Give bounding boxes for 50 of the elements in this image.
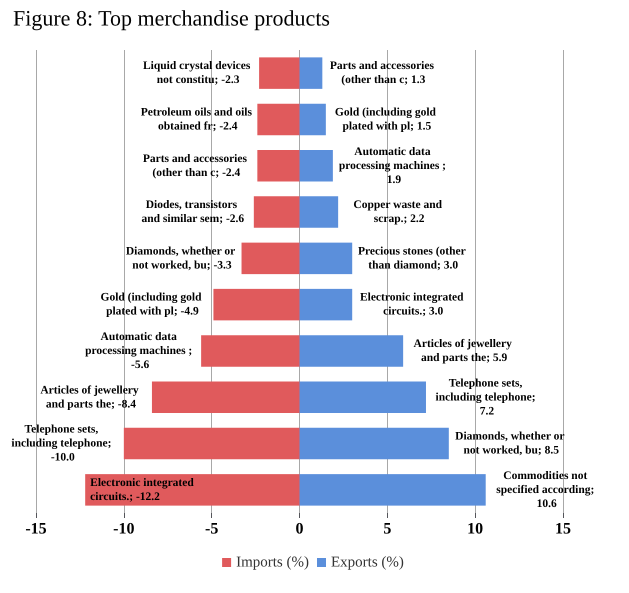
- x-tick-label: 10: [467, 520, 484, 538]
- bar: [300, 57, 322, 89]
- data-label: Gold (including gold plated with pl; -4.9: [100, 292, 204, 318]
- chart-title: Figure 8: Top merchandise products: [13, 6, 330, 30]
- data-label: Electronic integrated circuits.; 3.0: [360, 292, 466, 318]
- x-tick-label: -10: [113, 520, 134, 538]
- bar: [300, 428, 449, 460]
- bar: [300, 242, 352, 274]
- data-label: Commodities not specified according; 10.6: [496, 470, 598, 510]
- data-label: Automatic data processing machines ; 1.9: [338, 146, 449, 186]
- data-label: Gold (including gold plated with pl; 1.5: [334, 106, 439, 132]
- bar: [300, 150, 333, 182]
- x-tick-label: 0: [296, 520, 304, 538]
- bar: [300, 288, 352, 320]
- data-label: Automatic data processing machines ; -5.6: [85, 330, 196, 371]
- bar: [300, 196, 338, 228]
- x-tick-label: -5: [205, 520, 218, 538]
- data-label: Diamonds, whether or not worked, bu; -3.3: [126, 245, 236, 272]
- data-label: Diamonds, whether or not worked, bu; 8.5: [455, 430, 564, 457]
- data-label: Electronic integrated circuits.; -12.2: [90, 476, 197, 503]
- data-label: Precious stones (other than diamond; 3.0: [358, 245, 468, 272]
- data-label: Articles of jewellery and parts the; -8.4: [40, 384, 142, 410]
- bar: [257, 150, 300, 182]
- bar: [213, 288, 300, 320]
- data-label: Parts and accessories (other than c; -2.4: [142, 152, 250, 179]
- data-label: Telephone sets, including telephone; 7.2: [436, 377, 538, 418]
- bar: [300, 335, 404, 367]
- bar: [300, 382, 426, 413]
- data-label: Liquid crystal devices not constitu; -2.3: [142, 60, 254, 86]
- data-label: Copper waste and scrap.; 2.2: [353, 199, 445, 226]
- legend-label: Exports (%): [331, 554, 404, 570]
- data-label: Diodes, transistors and similar sem; -2.6: [142, 199, 244, 226]
- bar: [201, 335, 300, 367]
- bar: [152, 382, 300, 413]
- legend-label: Imports (%): [236, 554, 310, 570]
- x-tick-label: 5: [383, 520, 392, 538]
- data-label: Petroleum oils and oils obtained fr; -2.4: [140, 106, 252, 132]
- bar: [85, 474, 300, 506]
- bar: [300, 474, 486, 506]
- bar: [254, 196, 300, 228]
- bar: [242, 242, 300, 274]
- bar: [259, 57, 300, 89]
- x-tick-label: 15: [555, 520, 571, 538]
- bar: [257, 104, 300, 136]
- data-label: Articles of jewellery and parts the; 5.9: [414, 338, 515, 364]
- data-label: Telephone sets, including telephone; -10.0: [11, 424, 114, 464]
- bar: [124, 428, 300, 460]
- data-label: Parts and accessories (other than c; 1.3: [330, 60, 437, 86]
- x-tick-label: -15: [25, 520, 47, 538]
- bar: [300, 104, 326, 136]
